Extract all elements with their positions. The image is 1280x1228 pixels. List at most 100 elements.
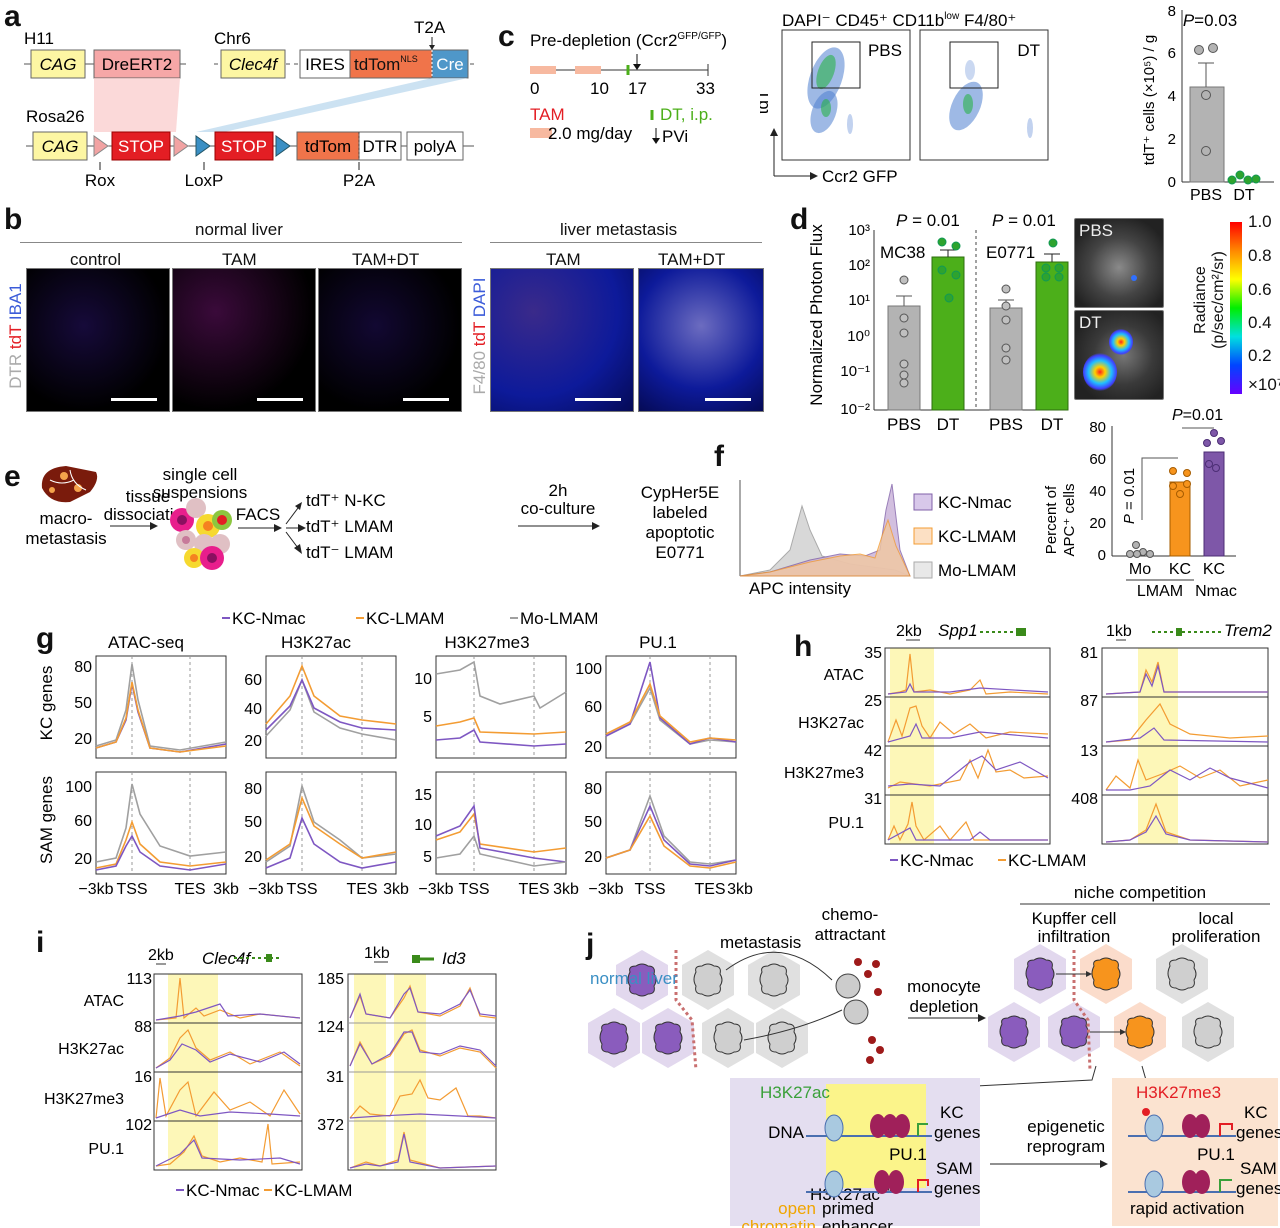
svg-text:2.0 mg/day: 2.0 mg/day — [548, 124, 633, 143]
svg-text:35: 35 — [864, 645, 882, 662]
svg-text:TSS: TSS — [286, 881, 317, 898]
panel-label-j: j — [586, 928, 595, 961]
svg-text:102: 102 — [125, 1117, 152, 1134]
panel-c-flow-cytometry: DAPI⁻ CD45⁺ CD11blow F4/80⁺ PBS DT tdT C… — [760, 11, 1049, 186]
svg-text:ATAC: ATAC — [824, 667, 864, 684]
svg-text:STOP: STOP — [118, 137, 164, 156]
svg-text:depletion: depletion — [909, 997, 978, 1016]
svg-text:PU.1: PU.1 — [88, 1141, 124, 1158]
svg-text:Rox: Rox — [85, 171, 116, 190]
col-tam-dt: TAM+DT — [352, 250, 420, 269]
svg-text:enhancer: enhancer — [822, 1217, 893, 1228]
svg-text:3kb: 3kb — [553, 881, 579, 898]
svg-text:APC⁺ cells: APC⁺ cells — [1061, 484, 1078, 557]
svg-text:KC-Nmac: KC-Nmac — [186, 1181, 260, 1200]
micrograph-met-tam-dt — [638, 268, 764, 412]
svg-text:KC: KC — [940, 1103, 964, 1122]
colorbar-unit: ×10⁷ — [1248, 375, 1280, 394]
svg-text:H3K27me3: H3K27me3 — [784, 765, 864, 782]
svg-text:normal liver: normal liver — [590, 969, 678, 988]
panel-d-photon-flux-chart: Normalized Photon Flux 10³ 10² 10¹ 10⁰ 10⁻¹… — [807, 211, 1069, 434]
svg-text:H3K27ac: H3K27ac — [281, 633, 351, 652]
col-met-tam-dt: TAM+DT — [658, 250, 726, 269]
svg-text:niche competition: niche competition — [1074, 883, 1206, 902]
svg-text:3kb: 3kb — [213, 881, 239, 898]
panel-label-a: a — [4, 0, 21, 33]
svg-text:apoptotic: apoptotic — [646, 523, 715, 542]
svg-text:tdTom: tdTom — [305, 137, 351, 156]
svg-text:T2A: T2A — [414, 18, 446, 37]
svg-text:2: 2 — [1168, 131, 1176, 148]
svg-text:MC38: MC38 — [880, 243, 925, 262]
svg-text:10: 10 — [414, 671, 432, 688]
svg-text:60: 60 — [74, 813, 92, 830]
flow-dots-dt — [949, 60, 1033, 138]
svg-text:20: 20 — [244, 733, 262, 750]
svg-text:Ccr2 GFP: Ccr2 GFP — [822, 167, 898, 186]
svg-text:PBS: PBS — [868, 41, 902, 60]
svg-text:Id3: Id3 — [442, 949, 466, 968]
svg-text:Trem2: Trem2 — [1224, 621, 1272, 640]
normal-liver-title: normal liver — [195, 220, 283, 239]
svg-text:TSS: TSS — [634, 881, 665, 898]
svg-text:25: 25 — [864, 693, 882, 710]
svg-text:KC-Nmac: KC-Nmac — [232, 609, 306, 628]
colorbar-tick-04: 0.4 — [1248, 313, 1272, 332]
svg-text:42: 42 — [864, 743, 882, 760]
svg-text:macro-: macro- — [40, 509, 93, 528]
svg-text:KC-LMAM: KC-LMAM — [938, 527, 1016, 546]
svg-text:PBS: PBS — [1190, 187, 1222, 200]
svg-text:−3kb: −3kb — [248, 881, 283, 898]
svg-text:408: 408 — [1071, 791, 1098, 808]
svg-text:LoxP: LoxP — [185, 171, 224, 190]
svg-text:DT: DT — [1017, 41, 1040, 60]
svg-text:DTR: DTR — [363, 137, 398, 156]
svg-text:reprogram: reprogram — [1027, 1137, 1105, 1156]
micrograph-tam-dt — [318, 268, 462, 412]
svg-text:10: 10 — [414, 817, 432, 834]
svg-text:PU.1: PU.1 — [828, 815, 864, 832]
svg-text:Mo-LMAM: Mo-LMAM — [938, 561, 1016, 580]
svg-text:80: 80 — [244, 781, 262, 798]
col-control: control — [70, 250, 122, 269]
svg-text:H3K27ac: H3K27ac — [58, 1041, 124, 1058]
svg-text:ATAC: ATAC — [84, 993, 124, 1010]
micrograph-tam — [172, 268, 316, 412]
panel-label-d: d — [790, 203, 809, 236]
bli-image-pbs: PBS — [1074, 218, 1164, 308]
svg-text:Percent of: Percent of — [1043, 485, 1060, 554]
svg-text:50: 50 — [584, 814, 602, 831]
svg-text:TES: TES — [694, 881, 725, 898]
micrograph-met-tam — [490, 268, 634, 412]
panel-c-bar-chart: P=0.03 tdT⁺ cells (×10⁵) / g 0 2 4 6 8 PBS D… — [1141, 3, 1274, 200]
svg-text:KC: KC — [1203, 561, 1225, 578]
svg-text:20: 20 — [74, 851, 92, 868]
svg-text:PU.1: PU.1 — [1197, 1145, 1235, 1164]
svg-text:P=0.03: P=0.03 — [1183, 11, 1237, 30]
svg-text:0: 0 — [1168, 174, 1176, 191]
svg-text:PU.1: PU.1 — [889, 1145, 927, 1164]
svg-text:KC: KC — [1244, 1103, 1268, 1122]
svg-text:H3K27ac: H3K27ac — [760, 1083, 830, 1102]
svg-text:tdT⁺ LMAM: tdT⁺ LMAM — [306, 517, 393, 536]
svg-text:suspensions: suspensions — [153, 483, 248, 502]
stain-label-normal: DTR tdT IBA1 — [6, 283, 25, 389]
svg-text:SAM: SAM — [1240, 1159, 1277, 1178]
svg-text:TSS: TSS — [458, 881, 489, 898]
svg-text:KC-LMAM: KC-LMAM — [1008, 851, 1086, 870]
svg-text:TSS: TSS — [116, 881, 147, 898]
svg-text:31: 31 — [864, 791, 882, 808]
svg-text:chromatin: chromatin — [741, 1217, 816, 1228]
svg-text:124: 124 — [317, 1019, 344, 1036]
svg-text:H3K27me3: H3K27me3 — [444, 633, 529, 652]
svg-text:31: 31 — [326, 1069, 344, 1086]
svg-text:TES: TES — [174, 881, 205, 898]
stain-label-met: F4/80 tdT DAPI — [470, 277, 489, 395]
svg-text:10⁻¹: 10⁻¹ — [840, 363, 870, 380]
panel-label-f: f — [714, 440, 724, 473]
svg-text:DreERT2: DreERT2 — [102, 55, 173, 74]
svg-text:33: 33 — [696, 79, 715, 98]
svg-text:KC-Nmac: KC-Nmac — [938, 493, 1012, 512]
svg-text:Normalized Photon Flux: Normalized Photon Flux — [807, 224, 826, 406]
svg-text:co-culture: co-culture — [521, 499, 596, 518]
